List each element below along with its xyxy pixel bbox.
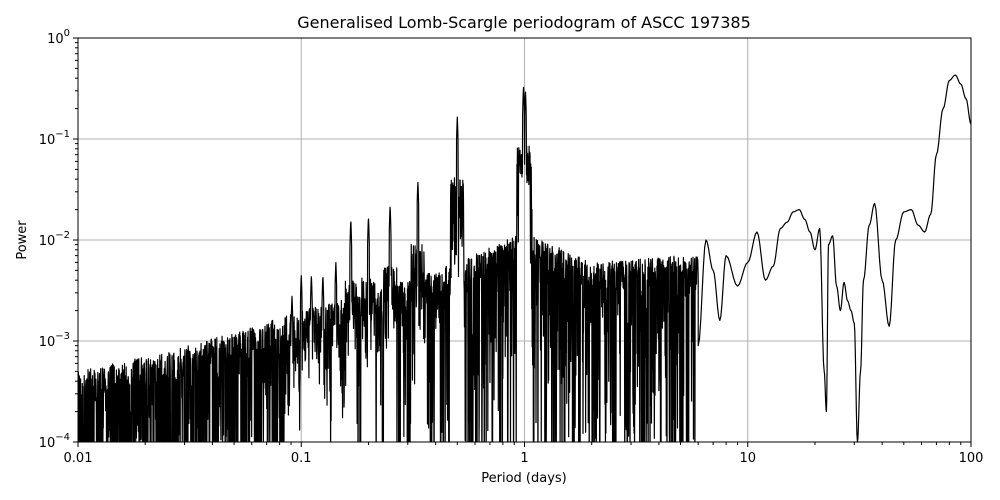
- chart-title: Generalised Lomb-Scargle periodogram of …: [297, 13, 751, 32]
- x-tick-label: 100: [959, 451, 984, 466]
- x-tick-label: 0.1: [291, 451, 312, 466]
- x-tick-label: 10: [739, 451, 756, 466]
- y-axis-label: Power: [15, 220, 30, 260]
- x-axis-label: Period (days): [481, 471, 567, 486]
- x-tick-label: 1: [520, 451, 528, 466]
- y-tick-label: 10−2: [39, 230, 70, 249]
- x-axis: 0.01 0.1 1 10 100: [64, 442, 984, 466]
- periodogram-line: [78, 74, 971, 442]
- y-tick-label: 10−1: [39, 129, 70, 148]
- y-axis: 10−4 10−3 10−2 10−1 100: [39, 28, 78, 451]
- y-tick-label: 10−4: [39, 432, 70, 451]
- y-tick-label: 10−3: [39, 331, 70, 350]
- y-tick-label: 100: [47, 28, 70, 47]
- x-tick-label: 0.01: [64, 451, 93, 466]
- power-series: [78, 74, 971, 442]
